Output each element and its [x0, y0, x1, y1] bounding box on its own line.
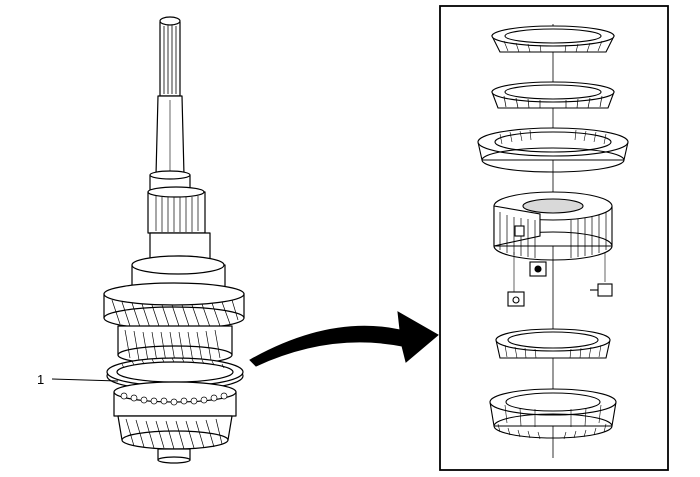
shaft-spline-section	[147, 191, 206, 234]
top-gear-teeth	[111, 299, 239, 330]
key-left	[507, 252, 525, 307]
curved-arrow-icon	[249, 311, 439, 367]
shaft-splines	[163, 25, 177, 94]
shaft-tip-end	[159, 16, 181, 26]
key-center	[529, 261, 547, 277]
callout-1-label: 1	[37, 372, 44, 387]
mainshaft-assembly	[103, 16, 245, 464]
lower-sync-ring	[495, 328, 611, 359]
callout-1: 1	[37, 372, 119, 387]
clutch-ring	[477, 127, 629, 173]
top-ring	[491, 25, 615, 53]
shaft-splined-tip	[159, 17, 181, 97]
callout-1-leader	[51, 378, 119, 382]
cone-ring	[491, 81, 615, 109]
spring-right	[590, 252, 613, 297]
bearing-rollers	[120, 392, 228, 406]
ring-teeth	[121, 357, 225, 369]
sleeve-bore	[522, 198, 584, 214]
synchronizer-sleeve	[493, 191, 613, 261]
bottom-gear-ring	[489, 388, 617, 440]
